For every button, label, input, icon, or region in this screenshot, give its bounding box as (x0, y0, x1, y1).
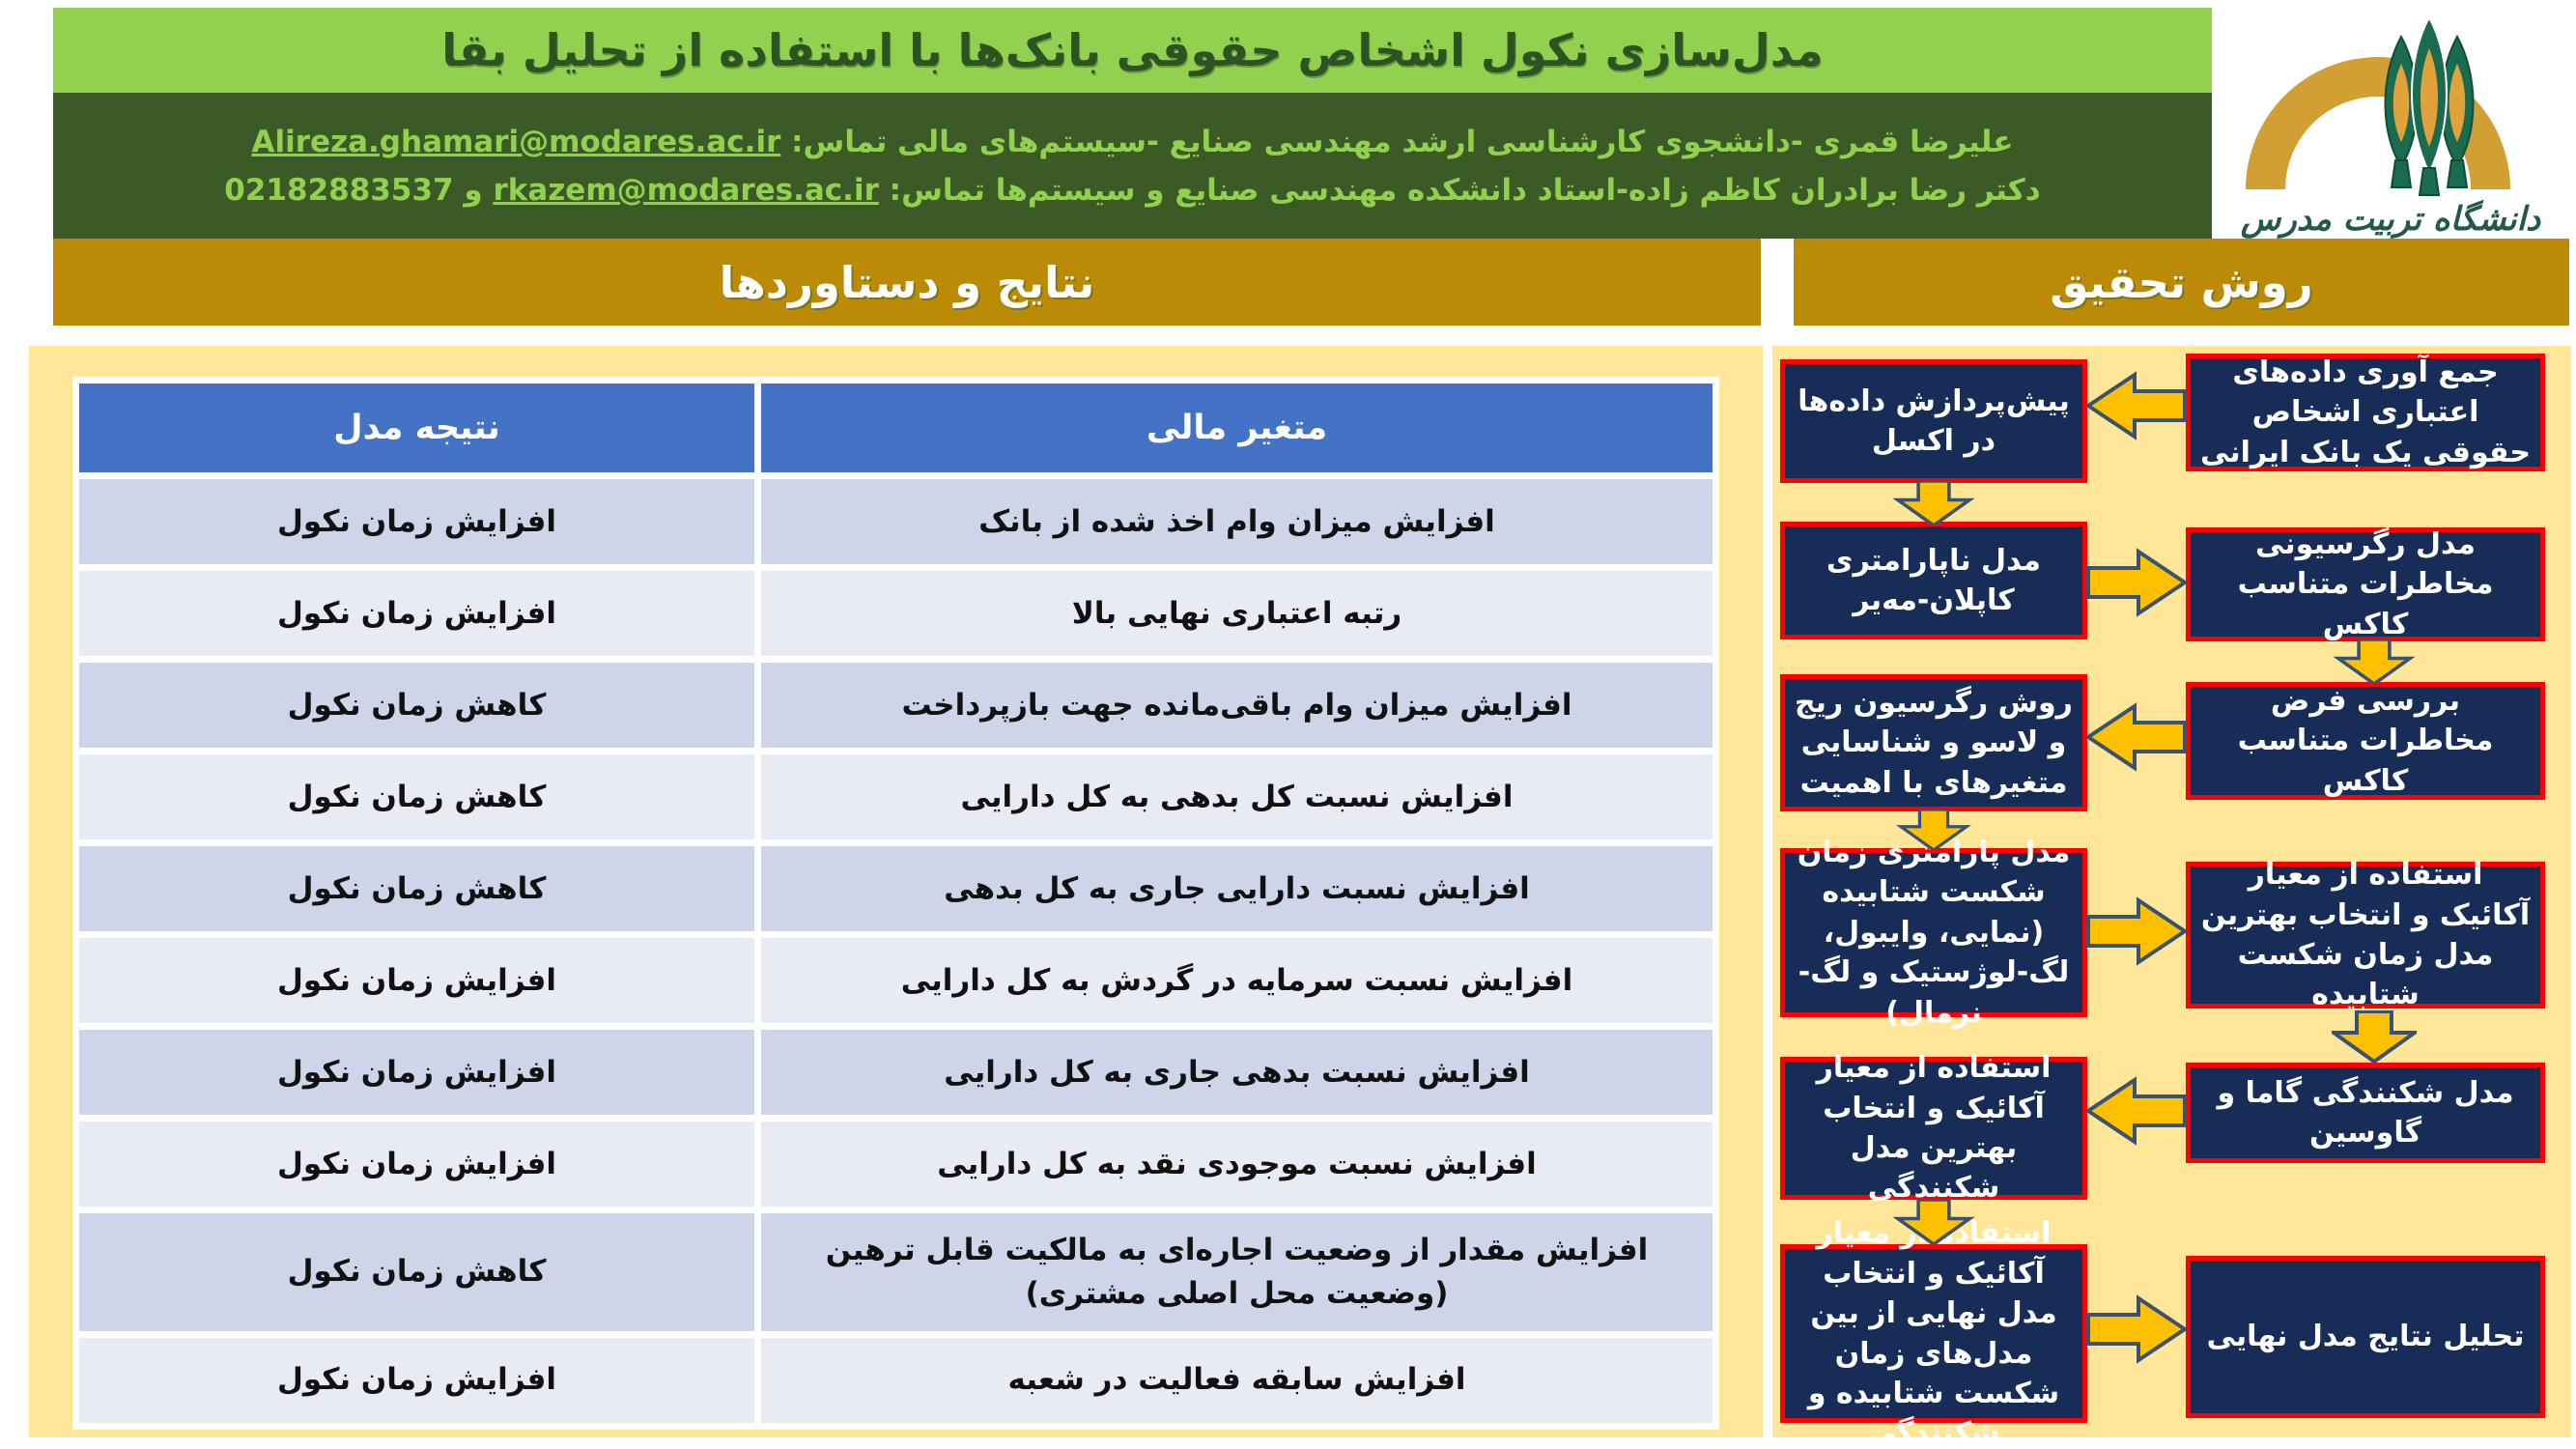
table-cell-variable: افزایش میزان وام باقی‌مانده جهت بازپرداخ… (761, 663, 1713, 748)
down-arrow-icon (1892, 481, 1975, 526)
flow-box-aft-parametric: مدل پارامتری زمان شکست شتابیده (نمایی، و… (1780, 836, 2087, 1030)
down-arrow-icon (2332, 1010, 2417, 1063)
poster-title-bar: مدل‌سازی نکول اشخاص حقوقی بانک‌ها با است… (53, 8, 2212, 93)
flow-box-kaplan-meier: مدل ناپارامتری کاپلان-مه‌یر (1780, 522, 2087, 639)
flow-box-aic-best-aft: استفاده از معیار آکائیک و انتخاب بهترین … (2186, 858, 2545, 1011)
method-section-header: روش تحقیق (1794, 239, 2569, 326)
flow-box-collect-data: جمع آوری داده‌های اعتباری اشخاص حقوقی یک… (2186, 354, 2545, 471)
author-supervisor-suffix: و 02182883537 (224, 172, 483, 208)
table-cell-variable: افزایش نسبت دارایی جاری به کل بدهی (761, 846, 1713, 931)
page-title: مدل‌سازی نکول اشخاص حقوقی بانک‌ها با است… (441, 24, 1824, 76)
down-arrow-icon (1896, 810, 1971, 850)
table-cell-variable: افزایش میزان وام اخذ شده از بانک (761, 479, 1713, 564)
method-section-title: روش تحقیق (2050, 256, 2313, 308)
left-arrow-icon (2085, 371, 2187, 440)
flow-box-ridge-lasso: روش رگرسیون ریج و لاسو و شناسایی متغیرها… (1780, 674, 2087, 811)
author-line-supervisor: دکتر رضا برادران کاظم زاده-استاد دانشکده… (224, 173, 2040, 208)
results-section-header: نتایج و دستاوردها (53, 239, 1761, 326)
university-logo: دانشگاه تربیت مدرس (2231, 4, 2569, 245)
results-section-title: نتایج و دستاوردها (719, 256, 1095, 308)
table-cell-result: افزایش زمان نکول (79, 938, 754, 1023)
table-cell-result: افزایش زمان نکول (79, 1030, 754, 1115)
table-cell-result: کاهش زمان نکول (79, 846, 754, 931)
table-header-result: نتیجه مدل (79, 384, 754, 472)
results-panel: متغیر مالی نتیجه مدل افزایش میزان وام اخ… (29, 346, 1763, 1437)
flow-box-frailty-models: مدل شکنندگی گاما و گاوسین (2186, 1063, 2545, 1163)
flow-box-cox-regression: مدل رگرسیونی مخاطرات متناسب کاکس (2186, 527, 2545, 641)
table-cell-result: افزایش زمان نکول (79, 1122, 754, 1207)
table-cell-result: کاهش زمان نکول (79, 1213, 754, 1331)
table-cell-variable: افزایش نسبت موجودی نقد به کل دارایی (761, 1122, 1713, 1207)
authors-bar: علیرضا قمری -دانشجوی کارشناسی ارشد مهندس… (53, 93, 2212, 239)
flow-box-aic-best-frailty: استفاده از معیار آکائیک و انتخاب بهترین … (1780, 1051, 2087, 1205)
right-arrow-icon (2086, 1294, 2188, 1364)
flow-box-analyze-results: تحلیل نتایج مدل نهایی (2186, 1256, 2545, 1418)
right-arrow-icon (2086, 548, 2188, 617)
method-flowchart-panel: جمع آوری داده‌های اعتباری اشخاص حقوقی یک… (1772, 346, 2571, 1449)
table-cell-variable: افزایش مقدار از وضعیت اجاره‌ای به مالکیت… (761, 1213, 1713, 1331)
table-cell-variable: افزایش نسبت سرمایه در گردش به کل دارایی (761, 938, 1713, 1023)
author-supervisor-text: دکتر رضا برادران کاظم زاده-استاد دانشکده… (889, 172, 2041, 208)
table-cell-result: افزایش زمان نکول (79, 479, 754, 564)
table-header-variable: متغیر مالی (761, 384, 1713, 472)
table-cell-result: افزایش زمان نکول (79, 571, 754, 656)
table-cell-variable: افزایش نسبت کل بدهی به کل دارایی (761, 754, 1713, 839)
author-supervisor-email-link[interactable]: rkazem@modares.ac.ir (493, 172, 879, 208)
down-arrow-icon (1892, 1200, 1975, 1244)
author-student-email-link[interactable]: Alireza.ghamari@modares.ac.ir (251, 124, 781, 159)
table-cell-result: کاهش زمان نکول (79, 663, 754, 748)
tmu-logo-icon: دانشگاه تربیت مدرس (2240, 14, 2541, 239)
left-arrow-icon (2085, 702, 2187, 772)
table-cell-result: افزایش زمان نکول (79, 1337, 754, 1423)
flow-box-preprocess-excel: پیش‌پردازش داده‌ها در اکسل (1780, 359, 2087, 483)
table-cell-variable: رتبه اعتباری نهایی بالا (761, 571, 1713, 656)
table-cell-result: کاهش زمان نکول (79, 754, 754, 839)
down-arrow-icon (2333, 639, 2416, 684)
right-arrow-icon (2086, 896, 2188, 966)
table-cell-variable: افزایش سابقه فعالیت در شعبه (761, 1337, 1713, 1423)
results-table: متغیر مالی نتیجه مدل افزایش میزان وام اخ… (72, 377, 1719, 1430)
author-student-text: علیرضا قمری -دانشجوی کارشناسی ارشد مهندس… (791, 124, 2014, 159)
left-arrow-icon (2085, 1076, 2187, 1146)
table-cell-variable: افزایش نسبت بدهی جاری به کل دارایی (761, 1030, 1713, 1115)
flow-box-aic-final-model: استفاده از معیار آکائیک و انتخاب مدل نها… (1780, 1216, 2087, 1449)
logo-university-name: دانشگاه تربیت مدرس (2240, 199, 2541, 239)
author-line-student: علیرضا قمری -دانشجوی کارشناسی ارشد مهندس… (252, 125, 2014, 159)
flow-box-check-cox: بررسی فرض مخاطرات متناسب کاکس (2186, 682, 2545, 800)
